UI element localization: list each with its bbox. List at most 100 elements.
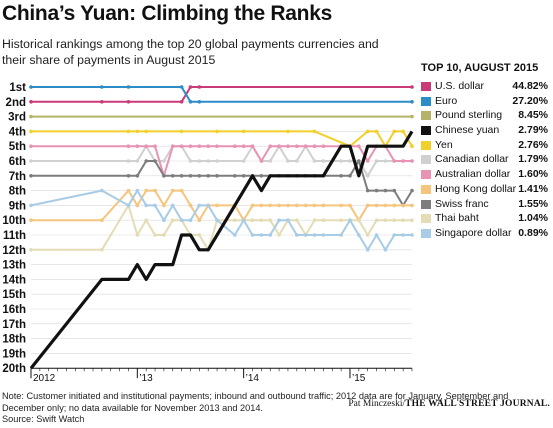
point-swiss-franc <box>179 174 184 178</box>
point-hong-kong-dollar <box>312 203 317 208</box>
legend-item-yen: Yen 2.76% <box>420 138 550 153</box>
point-yen <box>286 129 290 134</box>
chart-subtitle: Historical rankings among the top 20 glo… <box>2 37 379 67</box>
point-canadian-dollar <box>348 159 352 163</box>
point-australian-dollar <box>392 159 397 163</box>
point-singapore-dollar <box>312 233 317 237</box>
point-swiss-franc <box>383 188 388 193</box>
point-thai-baht <box>339 218 343 222</box>
legend-label: Thai baht <box>435 212 479 225</box>
point-thai-baht <box>401 218 405 222</box>
point-swiss-franc <box>339 174 343 178</box>
legend-item-hong-kong-dollar: Hong Kong dollar 1.41% <box>420 182 550 197</box>
point-hong-kong-dollar <box>29 218 33 222</box>
legend-label: Singapore dollar <box>435 226 512 239</box>
point-hong-kong-dollar <box>144 188 148 193</box>
point-singapore-dollar <box>144 203 148 208</box>
point-swiss-franc <box>126 174 131 178</box>
point-hong-kong-dollar <box>339 203 343 208</box>
point-hong-kong-dollar <box>162 203 166 208</box>
point-australian-dollar <box>188 144 193 148</box>
x-tick-label: 2012 <box>33 373 56 384</box>
legend-share: 1.41% <box>518 182 548 195</box>
point-singapore-dollar <box>170 203 175 208</box>
y-tick-label: 2nd <box>6 97 26 109</box>
point-australian-dollar <box>303 144 308 148</box>
point-thai-baht <box>259 218 264 222</box>
point-thai-baht <box>357 218 361 222</box>
legend-share: 1.79% <box>518 153 548 166</box>
series-line-chinese-yuan <box>29 130 414 370</box>
point-singapore-dollar <box>410 233 414 237</box>
point-u-s-dollar <box>126 100 131 104</box>
point-yen <box>374 129 379 134</box>
point-thai-baht <box>170 218 175 222</box>
point-hong-kong-dollar <box>215 203 219 208</box>
y-tick-label: 4th <box>9 126 26 138</box>
point-hong-kong-dollar <box>303 203 308 208</box>
point-singapore-dollar <box>365 248 370 252</box>
point-yen <box>29 129 33 134</box>
point-singapore-dollar <box>401 233 405 237</box>
chart-source: Source: Swift Watch <box>2 414 85 424</box>
point-australian-dollar <box>232 144 237 148</box>
point-australian-dollar <box>365 159 370 163</box>
point-canadian-dollar <box>206 159 211 163</box>
point-swiss-franc <box>374 188 379 193</box>
point-singapore-dollar <box>259 233 264 237</box>
point-euro <box>179 85 184 89</box>
point-swiss-franc <box>392 188 397 193</box>
legend-label: Hong Kong dollar <box>435 182 517 195</box>
point-swiss-franc <box>365 188 370 193</box>
point-thai-baht <box>135 233 140 237</box>
point-singapore-dollar <box>29 203 33 208</box>
point-thai-baht <box>365 233 370 237</box>
point-australian-dollar <box>250 144 255 148</box>
point-australian-dollar <box>357 144 361 148</box>
point-u-s-dollar <box>100 100 104 104</box>
point-hong-kong-dollar <box>188 203 193 208</box>
point-swiss-franc <box>153 159 157 163</box>
x-tick-label: ’13 <box>139 373 153 384</box>
point-singapore-dollar <box>206 203 211 208</box>
point-euro <box>197 100 202 104</box>
point-u-s-dollar <box>179 100 184 104</box>
x-tick-label: ’15 <box>352 373 366 384</box>
y-tick-label: 14th <box>2 274 26 286</box>
point-singapore-dollar <box>179 218 184 222</box>
legend-swatch <box>421 228 431 238</box>
chart-title: China’s Yuan: Climbing the Ranks <box>2 2 332 25</box>
point-yen <box>401 129 405 134</box>
point-thai-baht <box>392 218 397 222</box>
legend-share: 2.76% <box>518 138 548 151</box>
point-euro <box>410 100 414 104</box>
y-tick-label: 18th <box>2 334 26 346</box>
y-tick-label: 7th <box>9 171 26 183</box>
y-tick-label: 17th <box>2 319 26 331</box>
y-tick-label: 19th <box>2 348 26 360</box>
point-singapore-dollar <box>321 233 326 237</box>
point-swiss-franc <box>215 174 219 178</box>
point-australian-dollar <box>268 144 273 148</box>
legend-share: 1.60% <box>518 168 548 181</box>
point-swiss-franc <box>144 159 148 163</box>
point-canadian-dollar <box>188 159 193 163</box>
point-thai-baht <box>268 218 273 222</box>
credit-paper: THE WALL STREET JOURNAL. <box>405 399 550 409</box>
point-singapore-dollar <box>100 188 104 193</box>
point-hong-kong-dollar <box>383 203 388 208</box>
point-singapore-dollar <box>339 233 343 237</box>
legend-share: 44.82% <box>512 80 548 92</box>
legend-item-euro: Euro 27.20% <box>420 94 550 109</box>
point-thai-baht <box>383 218 388 222</box>
y-tick-label: 13th <box>2 260 26 272</box>
point-swiss-franc <box>188 174 193 178</box>
point-australian-dollar <box>277 144 281 148</box>
point-canadian-dollar <box>126 159 131 163</box>
point-yen <box>215 129 219 134</box>
point-canadian-dollar <box>365 174 370 178</box>
point-singapore-dollar <box>392 233 397 237</box>
point-euro <box>188 100 193 104</box>
point-u-s-dollar <box>197 85 202 89</box>
point-thai-baht <box>295 218 299 222</box>
